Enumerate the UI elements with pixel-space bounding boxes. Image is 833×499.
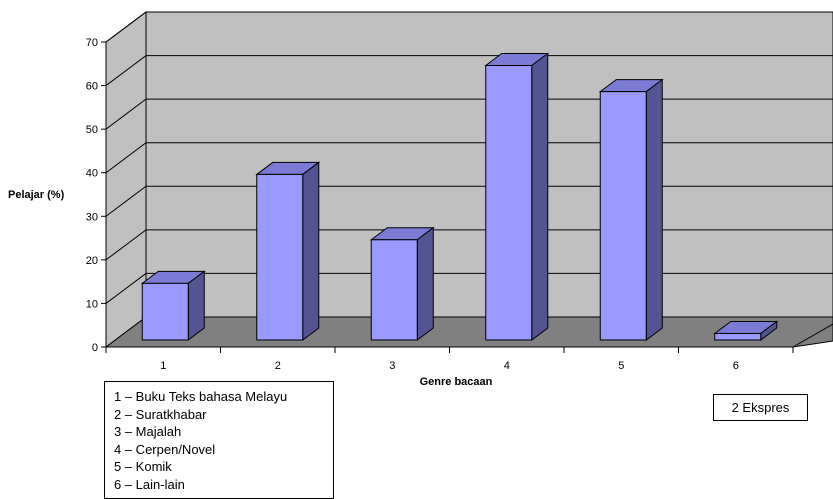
- y-tick-label: 50: [86, 124, 98, 136]
- bar: [256, 173, 304, 341]
- y-axis-label: Pelajar (%): [8, 189, 65, 201]
- bar: [599, 91, 647, 341]
- legend: 1 – Buku Teks bahasa Melayu 2 – Suratkha…: [104, 381, 334, 499]
- x-tick-label: 3: [389, 360, 395, 372]
- y-tick-label: 70: [86, 37, 98, 49]
- legend-item-4: 4 – Cerpen/Novel: [114, 441, 216, 457]
- legend-item-2: 2 – Suratkhabar: [114, 406, 207, 422]
- bar: [370, 239, 418, 341]
- bar-side: [645, 78, 663, 341]
- gridline: [105, 11, 833, 43]
- y-tick-label: 60: [86, 81, 98, 93]
- bar: [485, 65, 533, 341]
- x-axis-label: Genre bacaan: [419, 376, 493, 388]
- group-annotation: 2 Ekspres: [713, 394, 808, 421]
- bar: [141, 282, 189, 341]
- bar-side: [531, 52, 549, 341]
- x-tick-label: 2: [275, 360, 281, 372]
- legend-item-5: 5 – Komik: [114, 459, 172, 474]
- gridline: [105, 55, 833, 86]
- floor-edge: [792, 323, 833, 348]
- legend-item-3: 3 – Majalah: [114, 424, 182, 439]
- x-tick-label: 6: [733, 360, 739, 372]
- legend-item-6: 6 – Lain-lain: [114, 476, 185, 492]
- y-tick-label: 0: [92, 342, 98, 354]
- y-tick-label: 40: [86, 168, 98, 180]
- y-tick-label: 30: [86, 211, 98, 223]
- legend-item-1: 1 – Buku Teks bahasa Melayu: [114, 389, 288, 404]
- x-tick-label: 5: [618, 360, 624, 372]
- bar-side: [302, 161, 320, 341]
- bar-side: [416, 226, 434, 341]
- x-tick-label: 4: [504, 360, 510, 372]
- y-tick-label: 10: [86, 298, 98, 310]
- bar-side: [187, 270, 205, 341]
- x-tick-label: 1: [160, 360, 166, 372]
- bar: [714, 332, 762, 341]
- y-tick-label: 20: [86, 255, 98, 267]
- side-wall: [105, 11, 147, 348]
